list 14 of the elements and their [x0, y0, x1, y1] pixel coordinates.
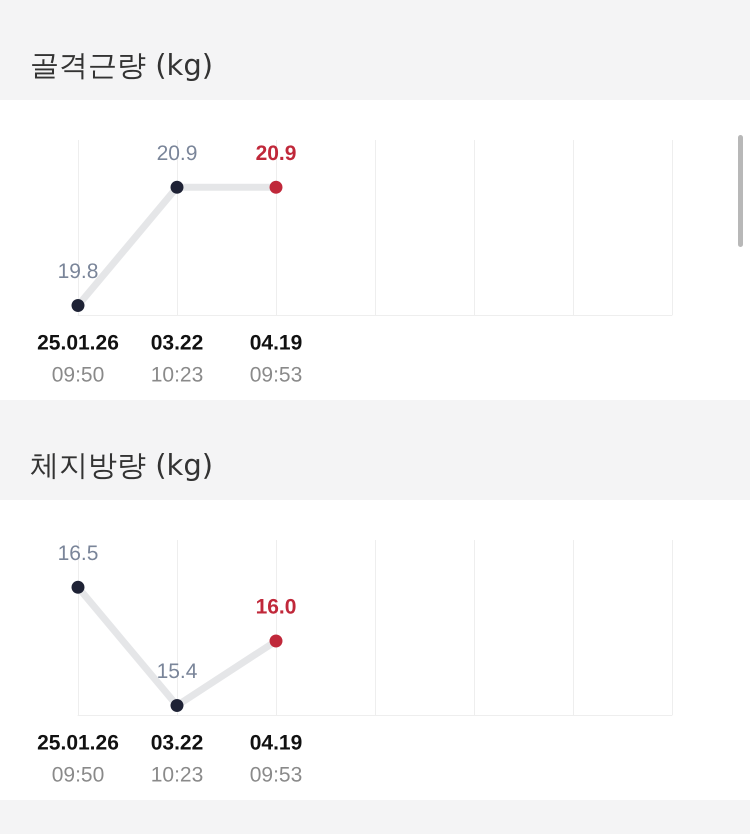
x-tick-label: 04.19 09:53 — [250, 332, 302, 386]
x-tick-label: 03.22 10:23 — [150, 732, 204, 786]
x-tick-label: 25.01.26 09:50 — [37, 732, 119, 786]
x-tick-label: 03.22 10:23 — [150, 332, 204, 386]
data-label: 15.4 — [156, 660, 198, 684]
x-tick-label: 04.19 09:53 — [250, 732, 302, 786]
chart-title: 체지방량 (kg) — [29, 447, 214, 484]
data-label: 16.0 — [256, 596, 296, 619]
data-label: 16.5 — [58, 542, 98, 565]
x-tick-label: 25.01.26 09:50 — [37, 332, 119, 386]
data-label: 20.9 — [256, 142, 296, 165]
data-label: 20.9 — [156, 142, 198, 165]
data-label: 19.8 — [58, 260, 98, 284]
chart-title: 골격근량 (kg) — [29, 47, 214, 84]
